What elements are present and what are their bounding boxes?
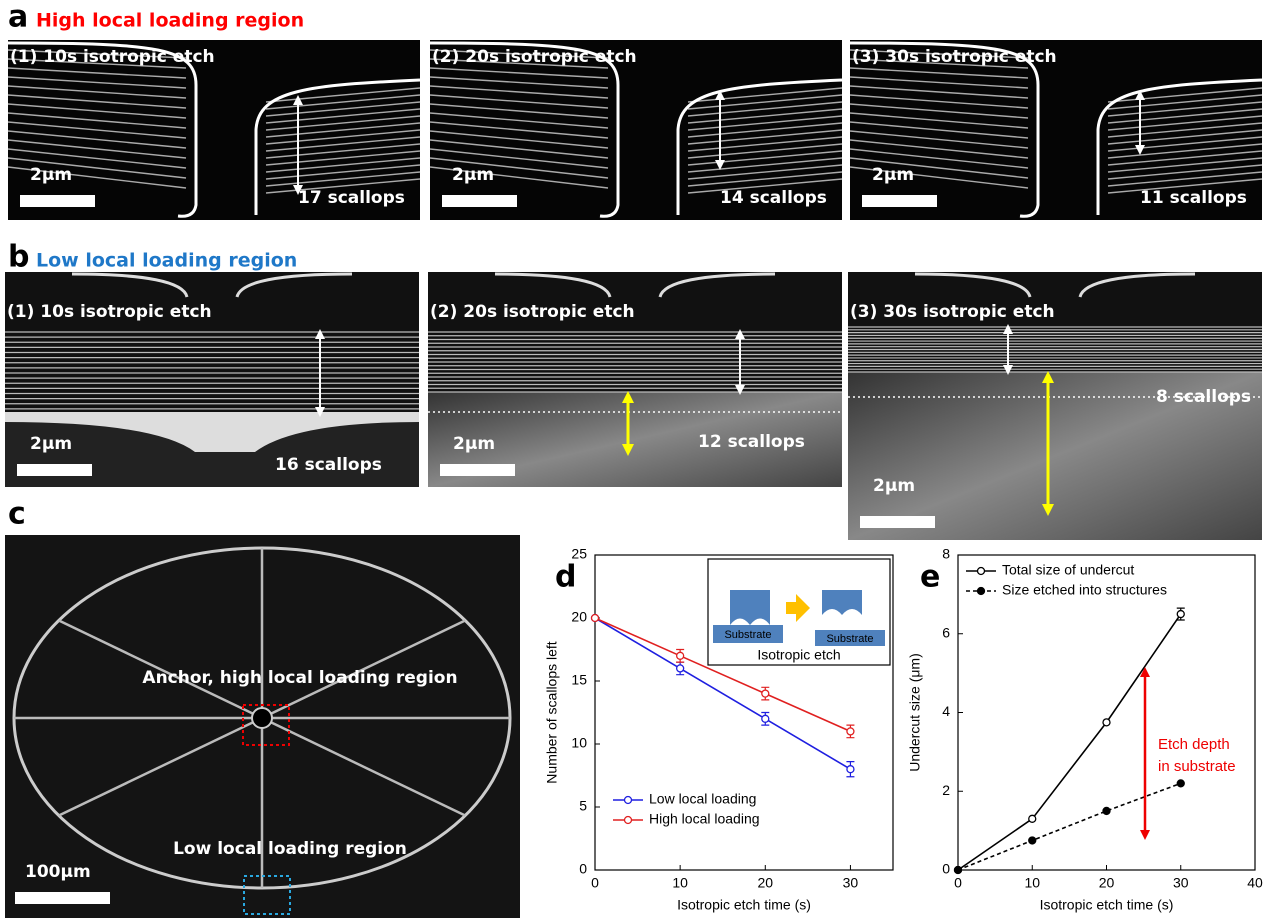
scale-bar [860, 516, 935, 528]
y-tick-label: 20 [571, 609, 587, 625]
y-tick-label: 0 [942, 861, 950, 877]
x-tick-label: 0 [954, 875, 962, 891]
x-tick-label: 20 [1099, 875, 1115, 891]
data-point [1177, 780, 1184, 787]
legend-label: Size etched into structures [1002, 582, 1167, 598]
legend-label: High local loading [649, 811, 760, 827]
caption: (1) 10s isotropic etch [7, 302, 212, 322]
scale-bar [15, 892, 110, 904]
y-tick-label: 0 [579, 861, 587, 877]
legend-marker [625, 797, 632, 804]
data-point [847, 766, 854, 773]
scale-bar [17, 464, 92, 476]
scale-bar [862, 195, 937, 207]
annotation: Anchor, high local loading region [142, 668, 457, 688]
caption: (1) 10s isotropic etch [10, 47, 215, 67]
panel-label: d [555, 560, 576, 595]
data-point [1177, 611, 1184, 618]
caption: (3) 30s isotropic etch [850, 302, 1055, 322]
data-point [1103, 719, 1110, 726]
panel-label: b [8, 240, 29, 275]
y-tick-label: 6 [942, 624, 950, 640]
legend-label: Total size of undercut [1002, 562, 1134, 578]
legend-marker [625, 817, 632, 824]
data-point [762, 715, 769, 722]
scallop-count: 16 scallops [275, 455, 382, 475]
y-tick-label: 2 [942, 782, 950, 798]
scallop-count: 14 scallops [720, 188, 827, 208]
y-tick-label: 4 [942, 703, 950, 719]
inset-label: Substrate [724, 629, 771, 641]
x-tick-label: 20 [757, 875, 773, 891]
data-point [955, 867, 962, 874]
caption: (3) 30s isotropic etch [852, 47, 1057, 67]
data-point [677, 652, 684, 659]
scallop-count: 8 scallops [1156, 387, 1251, 407]
data-point [1029, 815, 1036, 822]
y-tick-label: 8 [942, 546, 950, 562]
inset-label: Substrate [826, 633, 873, 645]
y-tick-label: 15 [571, 672, 587, 688]
x-tick-label: 0 [591, 875, 599, 891]
caption: (2) 20s isotropic etch [432, 47, 637, 67]
y-tick-label: 10 [571, 735, 587, 751]
scale-label: 2μm [872, 165, 914, 185]
series-line [958, 783, 1181, 870]
x-axis-label: Isotropic etch time (s) [677, 897, 811, 913]
y-tick-label: 25 [571, 546, 587, 562]
legend-marker [978, 568, 985, 575]
scale-label: 2μm [452, 165, 494, 185]
x-tick-label: 30 [1173, 875, 1189, 891]
y-tick-label: 5 [579, 798, 587, 814]
x-tick-label: 10 [1024, 875, 1040, 891]
x-tick-label: 30 [843, 875, 859, 891]
data-point [677, 665, 684, 672]
inset-caption: Isotropic etch [757, 647, 840, 663]
data-point [847, 728, 854, 735]
panel-label: e [920, 560, 940, 595]
x-tick-label: 10 [672, 875, 688, 891]
scale-bar [442, 195, 517, 207]
x-tick-label: 40 [1247, 875, 1263, 891]
scallop-count: 11 scallops [1140, 188, 1247, 208]
scale-label: 100μm [25, 862, 91, 882]
annotation: Low local loading region [173, 839, 407, 859]
annotation: Etch depth [1158, 736, 1230, 753]
legend-marker [978, 588, 985, 595]
scale-label: 2μm [30, 165, 72, 185]
data-point [1029, 837, 1036, 844]
data-point [1103, 807, 1110, 814]
panel-title: High local loading region [36, 10, 304, 32]
figure: a High local loading region (1) 10s isotro… [0, 0, 1271, 922]
anchor [252, 708, 272, 728]
data-point [762, 690, 769, 697]
scale-bar [440, 464, 515, 476]
caption: (2) 20s isotropic etch [430, 302, 635, 322]
panel-label: c [8, 497, 26, 532]
y-axis-label: Number of scallops left [544, 641, 560, 784]
series-line [958, 614, 1181, 870]
scallop-count: 17 scallops [298, 188, 405, 208]
scale-label: 2μm [30, 434, 72, 454]
legend-label: Low local loading [649, 791, 756, 807]
data-point [592, 615, 599, 622]
y-axis-label: Undercut size (μm) [907, 653, 923, 772]
scale-bar [20, 195, 95, 207]
x-axis-label: Isotropic etch time (s) [1040, 897, 1174, 913]
scale-label: 2μm [453, 434, 495, 454]
annotation: in substrate [1158, 758, 1236, 775]
panel-label: a [8, 0, 28, 35]
plot-frame [958, 555, 1255, 870]
panel-title: Low local loading region [36, 250, 297, 272]
scallop-count: 12 scallops [698, 432, 805, 452]
scale-label: 2μm [873, 476, 915, 496]
